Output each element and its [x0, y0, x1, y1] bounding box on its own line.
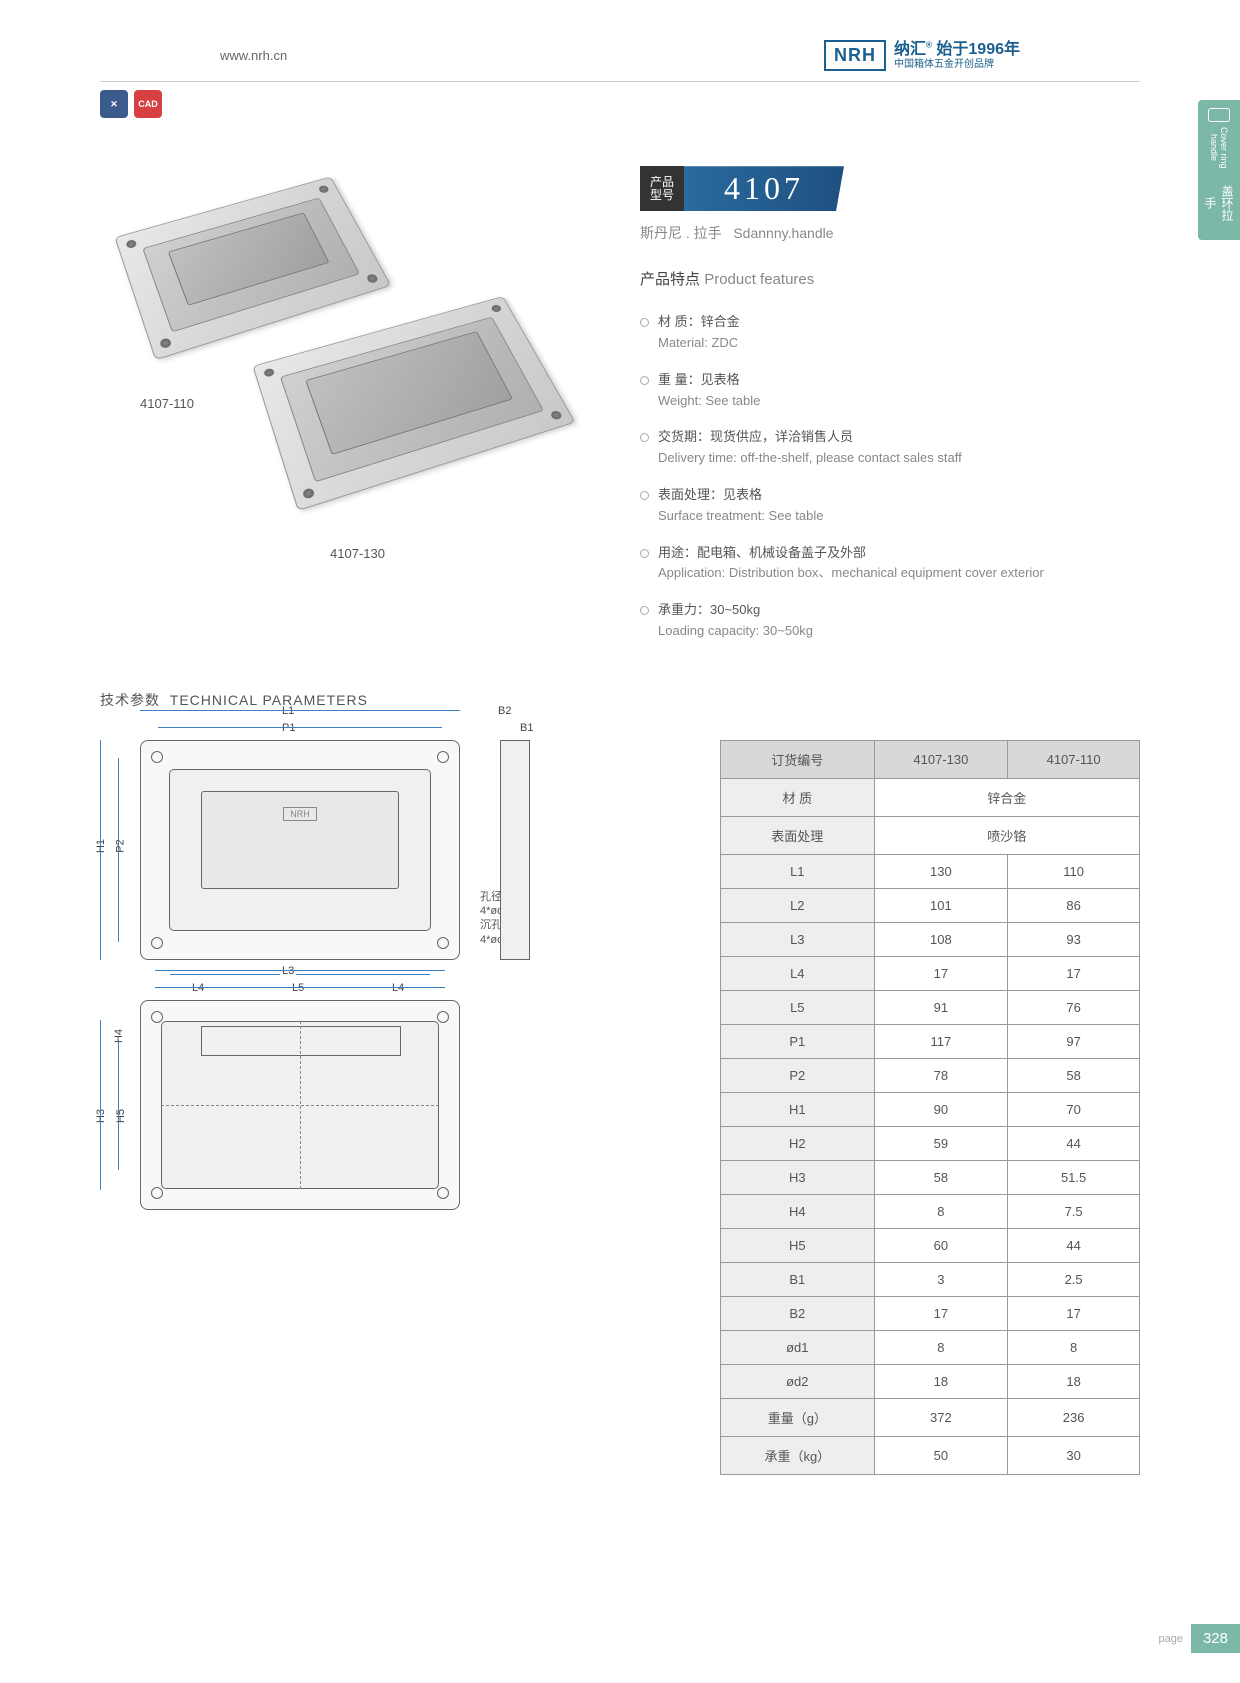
feature-item: 重 量：见表格Weight: See table [640, 362, 1140, 420]
table-header: 4107-110 [1008, 740, 1140, 778]
feature-item: 材 质：锌合金Material: ZDC [640, 304, 1140, 362]
product-render-110 [114, 177, 391, 361]
product-label-130: 4107-130 [330, 546, 385, 561]
page-header: www.nrh.cn NRH 纳汇® 始于1996年 中国箱体五金开创品牌 [100, 0, 1140, 82]
table-row: P111797 [721, 1024, 1140, 1058]
side-view [500, 740, 530, 960]
table-row: H487.5 [721, 1194, 1140, 1228]
table-row: 重量（g）372236 [721, 1398, 1140, 1436]
features-title: 产品特点 Product features [640, 268, 1140, 289]
table-row: L1130110 [721, 854, 1140, 888]
feature-item: 交货期：现货供应，详洽销售人员Delivery time: off-the-sh… [640, 419, 1140, 477]
table-row: B132.5 [721, 1262, 1140, 1296]
logo: NRH [824, 40, 886, 71]
back-view-diagram: L3 L4 L5 L4 H4 H3 H5 [100, 1000, 670, 1210]
catalog-page: www.nrh.cn NRH 纳汇® 始于1996年 中国箱体五金开创品牌 Co… [0, 0, 1240, 1683]
product-label-110: 4107-110 [140, 396, 194, 411]
page-footer: page 328 [1158, 1624, 1240, 1653]
category-side-tab: Cover ring handle 盖环拉手 [1198, 100, 1240, 240]
table-row: 材 质锌合金 [721, 778, 1140, 816]
features-list: 材 质：锌合金Material: ZDC重 量：见表格Weight: See t… [640, 304, 1140, 650]
page-label: page [1158, 1633, 1182, 1645]
table-row: L41717 [721, 956, 1140, 990]
table-row: 承重（kg）5030 [721, 1436, 1140, 1474]
technical-diagrams: L1 P1 H1 P2 H2 L2 NRH 孔径 4*ød1沉孔 4*ød2 B… [100, 740, 670, 1475]
table-header: 4107-130 [874, 740, 1008, 778]
brand-block: NRH 纳汇® 始于1996年 中国箱体五金开创品牌 [824, 40, 1020, 71]
table-row: P27858 [721, 1058, 1140, 1092]
handle-icon [1208, 108, 1230, 122]
feature-item: 表面处理：见表格Surface treatment: See table [640, 477, 1140, 535]
feature-item: 承重力：30~50kgLoading capacity: 30~50kg [640, 592, 1140, 650]
tech-params-title: 技术参数 TECHNICAL PARAMETERS [100, 690, 1140, 710]
badge-label: 产品型号 [640, 166, 684, 211]
feature-item: 用途：配电箱、机械设备盖子及外部Application: Distributio… [640, 535, 1140, 593]
table-row: H19070 [721, 1092, 1140, 1126]
product-render-130 [252, 296, 575, 511]
cad-icon: CAD [134, 90, 162, 118]
product-subtitle: 斯丹尼 . 拉手 Sdannny.handle [640, 223, 1140, 243]
table-row: 表面处理喷沙铬 [721, 816, 1140, 854]
brand-slogan: 中国箱体五金开创品牌 [894, 59, 1020, 71]
page-number: 328 [1191, 1624, 1240, 1653]
website-url: www.nrh.cn [220, 48, 287, 63]
table-row: H35851.5 [721, 1160, 1140, 1194]
product-image-area: 4107-110 4107-130 [100, 146, 600, 526]
front-view-diagram: L1 P1 H1 P2 H2 L2 NRH 孔径 4*ød1沉孔 4*ød2 B… [100, 740, 670, 960]
table-row: L59176 [721, 990, 1140, 1024]
table-row: ød21818 [721, 1364, 1140, 1398]
table-row: H56044 [721, 1228, 1140, 1262]
table-row: H25944 [721, 1126, 1140, 1160]
model-number: 4107 [684, 166, 844, 211]
brand-name-cn: 纳汇® 始于1996年 [894, 40, 1020, 59]
table-row: L210186 [721, 888, 1140, 922]
design-icon: ✕ [100, 90, 128, 118]
table-row: ød188 [721, 1330, 1140, 1364]
model-badge: 产品型号 4107 [640, 166, 1140, 211]
table-row: B21717 [721, 1296, 1140, 1330]
table-row: L310893 [721, 922, 1140, 956]
tool-icons: ✕ CAD [0, 82, 1240, 126]
parameters-table: 订货编号4107-1304107-110材 质锌合金表面处理喷沙铬L113011… [720, 740, 1140, 1475]
table-header: 订货编号 [721, 740, 875, 778]
